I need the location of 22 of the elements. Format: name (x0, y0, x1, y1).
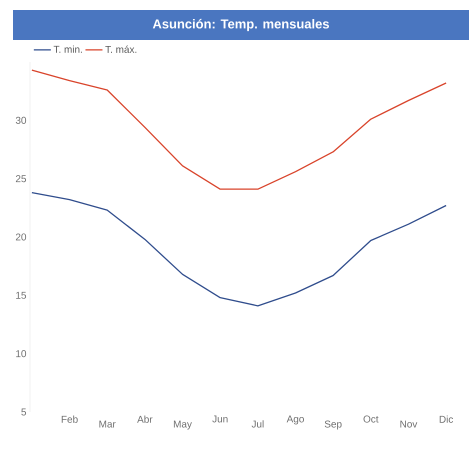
y-tick-label: 20 (16, 233, 26, 241)
x-tick-label: May (174, 420, 192, 430)
legend-label: T. min. (54, 46, 82, 53)
x-tick-label: Ago (286, 416, 304, 424)
legend-label: T. máx. (105, 45, 136, 53)
y-tick-label: 10 (16, 350, 26, 358)
x-tick-label: Nov (400, 420, 418, 428)
y-tick-label: 25 (16, 175, 26, 182)
x-tick-label: Jun (212, 416, 228, 422)
chart-title: Asunción: Temp. mensuales (152, 18, 329, 32)
y-tick-label: 5 (21, 408, 26, 416)
x-tick-label: Abr (137, 416, 152, 423)
x-tick-label: Sep (324, 420, 342, 430)
x-tick-label: Jul (252, 420, 264, 428)
x-tick-label: Oct (364, 416, 378, 423)
y-tick-label: 30 (16, 116, 26, 124)
x-tick-label: Mar (99, 420, 116, 428)
line-series (31, 70, 447, 190)
x-tick-label: Feb (62, 416, 78, 423)
x-tick-label: Dic (440, 416, 454, 423)
y-tick-label: 15 (16, 292, 26, 299)
line-series (31, 192, 447, 306)
